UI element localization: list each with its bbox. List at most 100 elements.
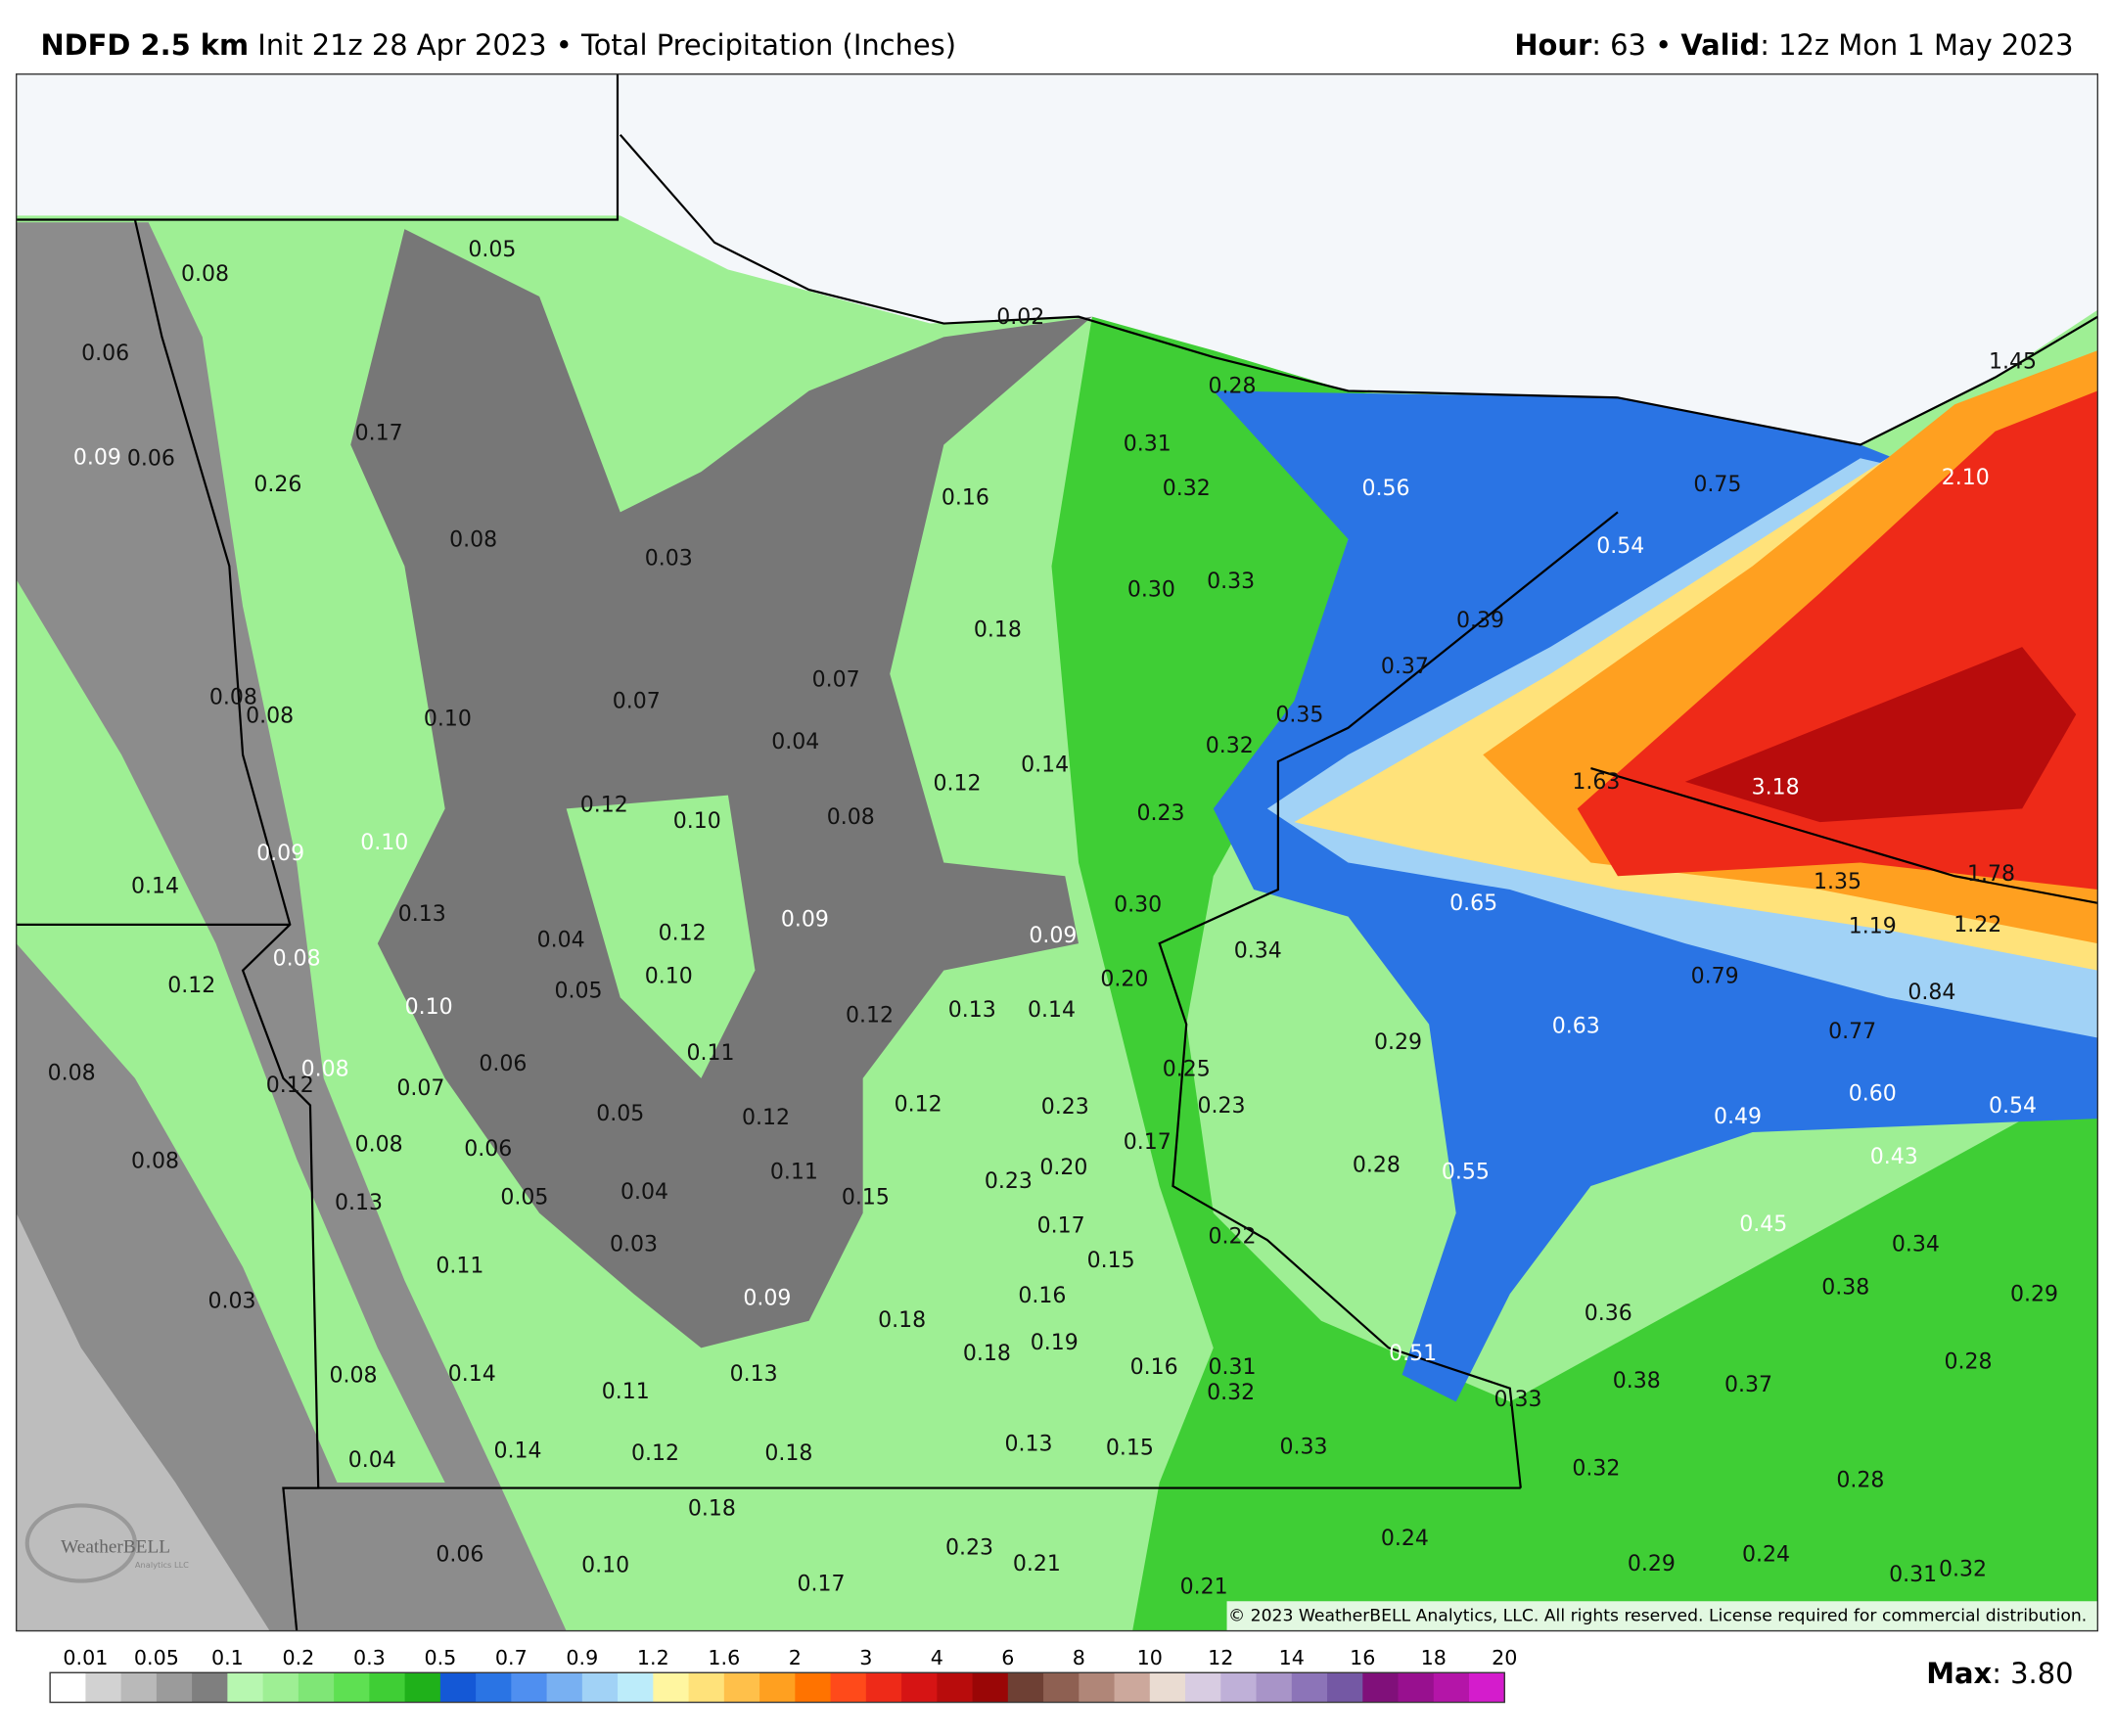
precip-label: 0.08 — [48, 1062, 96, 1086]
precip-label: 0.77 — [1828, 1020, 1876, 1044]
precip-label: 0.07 — [613, 690, 661, 714]
colorbar-cell — [1185, 1672, 1221, 1703]
colorbar-label: 12 — [1208, 1646, 1233, 1669]
precip-label: 0.23 — [1041, 1095, 1089, 1119]
precip-label: 0.65 — [1449, 891, 1497, 916]
precip-label: 0.10 — [581, 1553, 629, 1577]
precip-label: 0.17 — [797, 1573, 845, 1597]
precip-label: 0.04 — [537, 928, 585, 952]
precip-label: 0.18 — [963, 1342, 1011, 1366]
precip-label: 0.23 — [985, 1169, 1033, 1194]
precip-label: 0.08 — [301, 1058, 349, 1082]
precip-label: 0.10 — [360, 831, 408, 855]
precip-label: 0.54 — [1596, 534, 1644, 559]
precip-label: 0.84 — [1907, 981, 1955, 1005]
colorbar-cell — [439, 1672, 477, 1703]
precip-label: 0.04 — [771, 730, 819, 754]
gray-west — [16, 222, 567, 1631]
header-right: Hour: 63 • Valid: 12z Mon 1 May 2023 — [1514, 28, 2073, 62]
colorbar-label: 8 — [1073, 1646, 1085, 1669]
colorbar-cell — [1398, 1672, 1435, 1703]
precip-label: 0.08 — [181, 262, 229, 287]
precip-label: 1.45 — [1989, 350, 2037, 375]
precip-label: 0.23 — [1198, 1094, 1246, 1119]
precip-label: 0.23 — [945, 1536, 993, 1561]
precip-label: 0.10 — [405, 995, 453, 1020]
precip-label: 0.08 — [355, 1133, 403, 1158]
colorbar-cell — [688, 1672, 725, 1703]
map-frame — [16, 73, 2098, 1632]
precip-label: 0.03 — [208, 1290, 256, 1314]
precip-label: 0.15 — [842, 1185, 890, 1210]
hour-label: Hour — [1514, 28, 1592, 62]
precip-label: 0.11 — [602, 1380, 650, 1404]
precip-label: 0.20 — [1039, 1156, 1087, 1180]
precip-label: 1.63 — [1572, 770, 1620, 795]
colorbar-cell — [120, 1672, 158, 1703]
colorbar-cell — [85, 1672, 122, 1703]
precip-label: 0.33 — [1280, 1435, 1328, 1459]
copyright-bg — [1226, 1601, 2098, 1631]
precip-label: 0.79 — [1691, 965, 1739, 989]
colorbar-label: 0.1 — [211, 1646, 244, 1669]
precip-label: 0.21 — [1180, 1575, 1228, 1599]
precip-label: 0.09 — [743, 1287, 791, 1311]
precip-label: 0.28 — [1209, 374, 1257, 398]
colorbar-cell — [334, 1672, 370, 1703]
colorbar-cell — [369, 1672, 406, 1703]
precip-label: 0.08 — [246, 705, 294, 729]
precip-label: 0.02 — [996, 305, 1044, 330]
precip-label: 0.24 — [1381, 1527, 1429, 1551]
precip-label: 0.60 — [1849, 1081, 1897, 1106]
precip-label: 0.29 — [1374, 1030, 1422, 1055]
precip-label: 0.12 — [631, 1441, 679, 1466]
precip-label: 0.14 — [1021, 753, 1069, 777]
precip-label: 0.12 — [934, 772, 982, 797]
colorbar-cell — [901, 1672, 938, 1703]
precip-label: 0.18 — [688, 1497, 736, 1522]
precip-label: 0.10 — [673, 809, 721, 834]
max-value: : 3.80 — [1992, 1657, 2073, 1690]
colorbar-label: 14 — [1279, 1646, 1305, 1669]
colorbar-cell — [759, 1672, 796, 1703]
colorbar-cell — [1362, 1672, 1399, 1703]
precip-label: 0.18 — [764, 1441, 812, 1466]
legend: 0.01 0.05 0.1 0.2 0.3 0.5 0.7 0.9 1.2 1.6 2 3 4 6 8 10 1… — [49, 1646, 1517, 1704]
colorbar-label: 3 — [859, 1646, 872, 1669]
precip-label: 0.08 — [209, 685, 257, 709]
header-left: NDFD 2.5 km Init 21z 28 Apr 2023 • Total… — [40, 28, 956, 62]
colorbar-label: 18 — [1421, 1646, 1447, 1669]
border-wi — [1158, 511, 1619, 1488]
precip-label: 0.24 — [1742, 1542, 1790, 1567]
precip-label: 0.31 — [1124, 433, 1172, 457]
colorbar-cell — [50, 1672, 86, 1703]
precip-label: 0.28 — [1353, 1153, 1401, 1177]
precip-label: 0.18 — [974, 618, 1022, 643]
colorbar-label: 1.6 — [708, 1646, 740, 1669]
precip-label: 0.15 — [1106, 1437, 1154, 1461]
colorbar-label: 0.01 — [63, 1646, 108, 1669]
border-canada — [16, 73, 620, 221]
precip-label: 0.63 — [1552, 1015, 1600, 1039]
precip-label: 0.08 — [827, 805, 875, 830]
precip-label: 0.38 — [1821, 1276, 1869, 1301]
precip-label: 3.18 — [1752, 776, 1800, 800]
precip-label: 0.31 — [1889, 1563, 1937, 1587]
colorbar-cell — [653, 1672, 689, 1703]
colorbar-cell — [1291, 1672, 1328, 1703]
precip-label: 0.14 — [494, 1439, 542, 1463]
dark-red — [1684, 647, 2077, 823]
colorbar-cell — [192, 1672, 228, 1703]
colorbar-cell — [262, 1672, 299, 1703]
precip-label: 0.29 — [2010, 1283, 2058, 1307]
hour-value: : 63 • — [1591, 28, 1672, 62]
precip-label: 0.32 — [1206, 734, 1254, 758]
precip-label: 0.03 — [610, 1233, 658, 1257]
precip-label: 0.11 — [436, 1255, 483, 1279]
colorbar-label: 0.2 — [282, 1646, 314, 1669]
lake-canada — [16, 73, 2098, 445]
precip-label: 0.17 — [355, 421, 403, 445]
precip-label: 0.07 — [396, 1076, 444, 1101]
precip-label: 0.33 — [1494, 1388, 1542, 1412]
